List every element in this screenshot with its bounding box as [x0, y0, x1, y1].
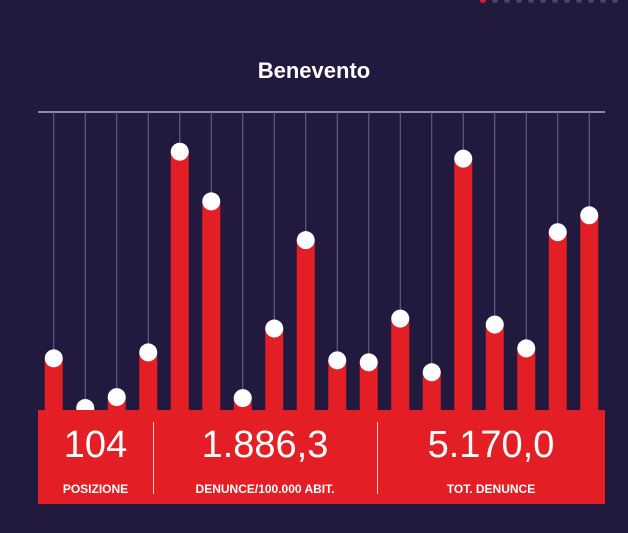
pager-dot[interactable] — [528, 0, 534, 3]
stats-panel: 104 POSIZIONE 1.886,3 DENUNCE/100.000 AB… — [38, 410, 605, 504]
bar-marker[interactable] — [517, 339, 536, 358]
bar-marker[interactable] — [265, 319, 284, 338]
bar[interactable] — [391, 318, 410, 410]
pager-dot[interactable] — [564, 0, 570, 3]
bar[interactable] — [422, 372, 441, 410]
pager-dot[interactable] — [492, 0, 498, 3]
stat-divider — [377, 422, 378, 494]
bar-marker[interactable] — [202, 192, 221, 211]
bar[interactable] — [265, 328, 284, 410]
bar-chart — [38, 111, 605, 418]
bar[interactable] — [517, 348, 536, 410]
bar[interactable] — [202, 201, 221, 410]
bar-marker[interactable] — [44, 349, 63, 368]
bar-marker[interactable] — [422, 363, 441, 382]
pager-dot[interactable] — [600, 0, 606, 3]
bar[interactable] — [328, 360, 347, 410]
bar[interactable] — [359, 362, 378, 410]
bar[interactable] — [296, 240, 315, 410]
stat-value: 1.886,3 — [201, 424, 329, 466]
stat-value: 104 — [63, 424, 128, 466]
pager-dot[interactable] — [480, 0, 486, 3]
bar[interactable] — [548, 232, 567, 410]
stat-label: TOT. DENUNCE — [446, 482, 536, 496]
bar[interactable] — [170, 151, 189, 410]
bar-marker[interactable] — [548, 223, 567, 242]
bar-marker[interactable] — [170, 142, 189, 161]
stat-denunce-per-abitanti: 1.886,3 DENUNCE/100.000 ABIT. — [153, 410, 377, 504]
stat-label: POSIZIONE — [62, 482, 129, 496]
bar-marker[interactable] — [107, 388, 126, 407]
bar-marker[interactable] — [359, 353, 378, 372]
bar-marker[interactable] — [296, 231, 315, 250]
bar-marker[interactable] — [233, 389, 252, 408]
pager-dot[interactable] — [540, 0, 546, 3]
stat-divider — [153, 422, 154, 494]
bar-marker[interactable] — [391, 309, 410, 328]
stat-label: DENUNCE/100.000 ABIT. — [195, 482, 335, 496]
pager-dot[interactable] — [576, 0, 582, 3]
stat-tot-denunce: 5.170,0 TOT. DENUNCE — [377, 410, 605, 504]
bar[interactable] — [454, 158, 473, 410]
bar-marker[interactable] — [454, 149, 473, 168]
bar-marker[interactable] — [328, 351, 347, 370]
stat-posizione: 104 POSIZIONE — [38, 410, 153, 504]
bar-marker[interactable] — [580, 206, 599, 225]
pager-dot[interactable] — [504, 0, 510, 3]
stat-value: 5.170,0 — [427, 424, 555, 466]
pager-dots — [480, 0, 618, 3]
bar[interactable] — [44, 358, 63, 410]
bar-marker[interactable] — [485, 315, 504, 334]
pager-dot[interactable] — [552, 0, 558, 3]
pager-dot[interactable] — [588, 0, 594, 3]
pager-dot[interactable] — [516, 0, 522, 3]
bar[interactable] — [580, 215, 599, 410]
chart-title: Benevento — [257, 58, 371, 83]
bar-marker[interactable] — [139, 343, 158, 362]
bar[interactable] — [485, 324, 504, 410]
pager-dot[interactable] — [612, 0, 618, 3]
bar[interactable] — [139, 352, 158, 410]
